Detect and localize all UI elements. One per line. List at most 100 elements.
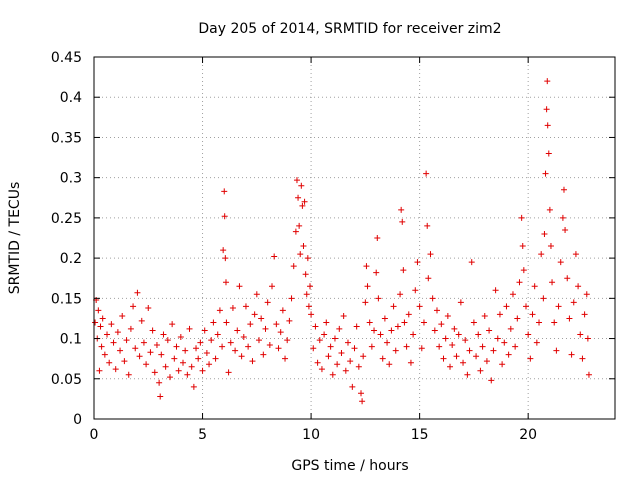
data-point	[529, 311, 536, 318]
data-point	[533, 339, 540, 346]
data-point	[195, 355, 202, 362]
data-point	[559, 214, 566, 221]
data-point	[466, 347, 473, 354]
data-point	[301, 198, 308, 205]
data-point	[431, 327, 438, 334]
data-point	[427, 251, 434, 258]
data-point	[394, 323, 401, 330]
data-point	[492, 287, 499, 294]
data-point	[416, 303, 423, 310]
data-point	[536, 319, 543, 326]
data-point	[544, 122, 551, 129]
data-point	[407, 359, 414, 366]
data-point	[342, 367, 349, 374]
data-point	[366, 319, 373, 326]
data-point	[312, 323, 319, 330]
x-tick-label: 0	[90, 427, 99, 443]
data-point	[308, 311, 315, 318]
data-point	[184, 371, 191, 378]
data-point	[438, 321, 445, 328]
y-tick-label: 0.45	[51, 50, 82, 66]
data-point	[455, 331, 462, 338]
data-point	[546, 206, 553, 213]
data-point	[562, 226, 569, 233]
data-point	[262, 325, 269, 332]
data-point	[522, 303, 529, 310]
data-point	[160, 331, 167, 338]
data-point	[156, 379, 163, 386]
data-point	[368, 343, 375, 350]
data-point	[245, 343, 252, 350]
data-point	[486, 327, 493, 334]
data-point	[410, 331, 417, 338]
data-point	[360, 353, 367, 360]
data-point	[180, 359, 187, 366]
data-point	[423, 170, 430, 177]
data-point	[353, 323, 360, 330]
data-point	[519, 243, 526, 250]
data-point	[269, 283, 276, 290]
data-point	[547, 243, 554, 250]
data-point	[282, 355, 289, 362]
data-point	[190, 383, 197, 390]
data-point	[433, 307, 440, 314]
y-tick-label: 0	[73, 412, 82, 428]
data-point	[525, 331, 532, 338]
data-point	[132, 345, 139, 352]
y-tick-label: 0.15	[51, 291, 82, 307]
data-point	[344, 339, 351, 346]
data-point	[444, 313, 451, 320]
data-point	[451, 325, 458, 332]
data-point	[336, 325, 343, 332]
data-point	[258, 315, 265, 322]
data-point	[119, 313, 126, 320]
data-point	[216, 307, 223, 314]
data-point	[355, 363, 362, 370]
y-tick-label: 0.1	[60, 332, 82, 348]
data-point	[304, 255, 311, 262]
data-point	[386, 361, 393, 368]
data-point	[557, 259, 564, 266]
data-point	[549, 279, 556, 286]
data-point	[130, 303, 137, 310]
data-point	[420, 319, 427, 326]
data-point	[295, 194, 302, 201]
data-point	[114, 329, 121, 336]
data-point	[375, 295, 382, 302]
data-point	[399, 218, 406, 225]
data-point	[221, 213, 228, 220]
data-point	[501, 339, 508, 346]
data-point	[208, 337, 215, 344]
data-point	[412, 287, 419, 294]
data-point	[575, 283, 582, 290]
data-point	[284, 337, 291, 344]
data-point	[503, 303, 510, 310]
data-point	[553, 347, 560, 354]
data-point	[249, 358, 256, 365]
data-point	[182, 347, 189, 354]
data-point	[242, 303, 249, 310]
data-point	[379, 355, 386, 362]
data-point	[171, 355, 178, 362]
data-point	[572, 251, 579, 258]
data-point	[514, 315, 521, 322]
data-point	[296, 222, 303, 229]
data-point	[392, 347, 399, 354]
data-point	[275, 345, 282, 352]
data-point	[310, 345, 317, 352]
data-point	[314, 359, 321, 366]
data-point	[464, 371, 471, 378]
data-point	[373, 269, 380, 276]
chart-title: Day 205 of 2014, SRMTID for receiver zim…	[198, 21, 501, 37]
data-point	[349, 383, 356, 390]
data-point	[531, 283, 538, 290]
data-point	[483, 358, 490, 365]
x-tick-label: 20	[519, 427, 537, 443]
data-point	[292, 228, 299, 235]
data-point	[112, 366, 119, 373]
data-point	[566, 315, 573, 322]
data-point	[490, 347, 497, 354]
data-point	[271, 253, 278, 260]
data-point	[507, 325, 514, 332]
data-point	[347, 358, 354, 365]
